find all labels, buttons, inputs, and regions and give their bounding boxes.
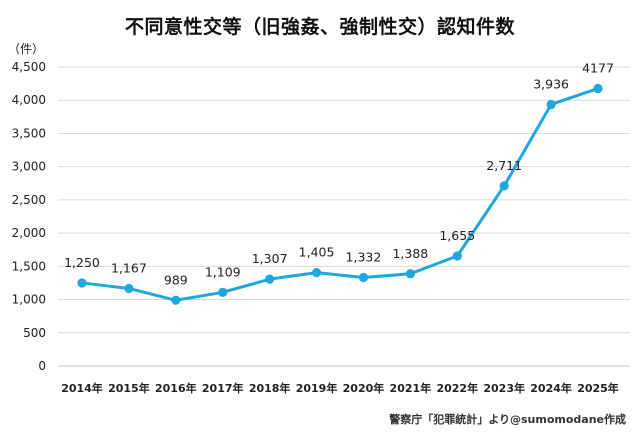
data-label: 1,388 (392, 246, 428, 261)
data-label: 989 (164, 272, 188, 287)
data-point (499, 181, 509, 191)
x-tick-label: 2018年 (249, 381, 291, 395)
y-tick-label: 500 (23, 326, 46, 340)
source-note: 警察庁「犯罪統計」より@sumomodane作成 (389, 413, 626, 426)
data-point (77, 278, 87, 288)
x-tick-label: 2014年 (61, 381, 103, 395)
x-tick-label: 2017年 (202, 381, 244, 395)
data-point (124, 283, 134, 294)
x-tick-label: 2019年 (296, 381, 338, 395)
data-point (311, 268, 322, 278)
y-axis-unit-label: （件） (8, 42, 45, 56)
x-tick-label: 2015年 (108, 381, 150, 395)
y-tick-label: 1,500 (12, 259, 46, 273)
chart-title: 不同意性交等（旧強姦、強制性交）認知件数 (124, 16, 515, 38)
data-label: 1,109 (205, 264, 241, 279)
y-tick-label: 1,000 (12, 293, 46, 307)
data-label: 4177 (582, 60, 614, 75)
data-point (358, 272, 369, 283)
y-tick-label: 3,500 (12, 126, 46, 140)
x-tick-label: 2022年 (436, 381, 478, 395)
data-label: 1,655 (439, 228, 475, 243)
series-line (80, 86, 600, 302)
y-tick-label: 2,500 (12, 193, 46, 207)
y-tick-label: 0 (38, 359, 46, 373)
y-tick-label: 2,000 (12, 226, 46, 240)
data-label: 1,250 (64, 255, 100, 270)
data-point (546, 99, 556, 110)
data-label: 2,711 (486, 158, 522, 173)
data-point (593, 83, 603, 94)
data-label: 1,332 (346, 249, 382, 264)
y-tick-label: 4,500 (12, 60, 46, 74)
data-point (171, 295, 181, 305)
x-tick-label: 2024年 (530, 381, 572, 395)
x-tick-label: 2021年 (390, 381, 432, 395)
data-label: 1,405 (299, 245, 335, 260)
x-tick-label: 2023年 (483, 381, 525, 395)
y-tick-label: 3,000 (12, 160, 46, 174)
data-label: 1,307 (252, 251, 288, 266)
data-point (452, 251, 462, 261)
data-point (218, 287, 228, 297)
y-tick-label: 4,000 (12, 93, 46, 107)
x-tick-label: 2020年 (343, 381, 385, 395)
x-tick-label: 2025年 (577, 381, 619, 395)
data-label: 3,936 (533, 76, 569, 91)
data-label: 1,167 (111, 260, 147, 275)
x-tick-label: 2016年 (155, 381, 197, 395)
data-point (405, 269, 415, 279)
data-point (265, 274, 275, 284)
